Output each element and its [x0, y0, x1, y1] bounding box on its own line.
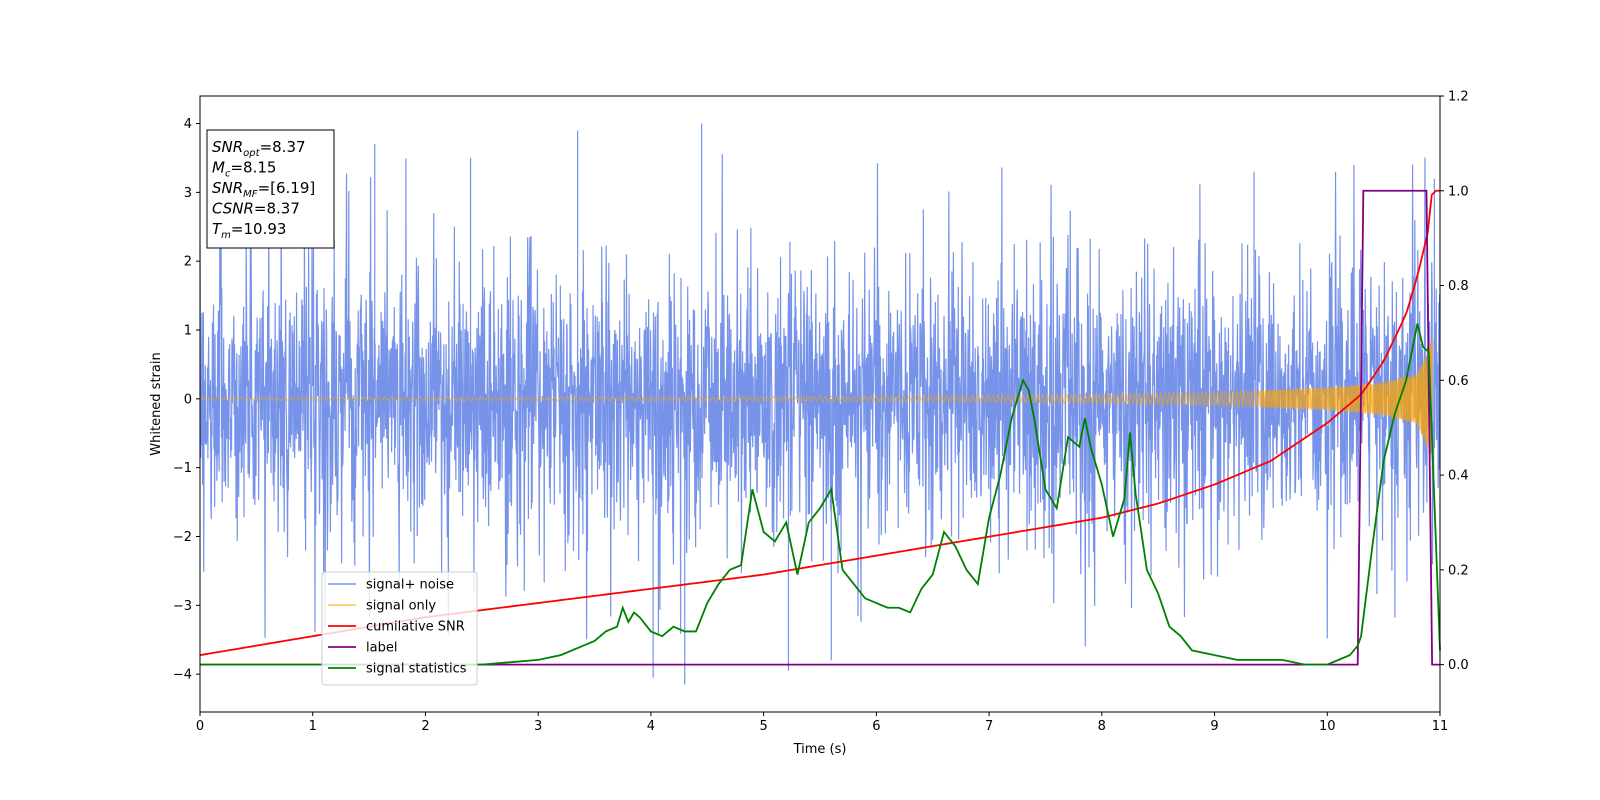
y-tick-label: 3 [184, 186, 192, 201]
x-tick-label: 8 [1098, 719, 1106, 734]
y-tick-label: −3 [173, 599, 192, 614]
annotation-symbol: SNR [212, 179, 243, 197]
annotation-value: =[6.19] [258, 179, 316, 197]
x-tick-label: 1 [309, 719, 317, 734]
annotation-subscript: m [221, 230, 231, 241]
legend-frame [321, 571, 478, 686]
legend-label: cumilative SNR [366, 620, 465, 635]
x-tick-label: 10 [1319, 719, 1336, 734]
x-tick-label: 3 [534, 719, 542, 734]
legend-label: label [366, 641, 397, 656]
annotation-value: =8.15 [230, 159, 276, 177]
annotation-subscript: opt [243, 148, 260, 159]
legend-label: signal+ noise [366, 578, 454, 593]
annotation-symbol: CSNR [212, 200, 254, 218]
series-signal-only-fill [1259, 343, 1433, 455]
y-tick-label: −4 [173, 668, 192, 683]
annotation-line: CSNR=8.37 [212, 200, 300, 218]
x-tick-label: 9 [1210, 719, 1218, 734]
x-axis-label: Time (s) [793, 742, 847, 757]
annotation-subscript: MF [243, 189, 258, 200]
legend-label: signal statistics [366, 662, 467, 677]
series-signal-only [199, 338, 1433, 459]
y-tick-label: −1 [173, 461, 192, 476]
y-tick-label: −2 [173, 530, 192, 545]
annotation-symbol: SNR [212, 138, 243, 156]
y-axis-label: Whitened strain [149, 352, 164, 455]
y-tick-label: 1 [184, 324, 192, 339]
y2-tick-label: 0.0 [1448, 658, 1469, 673]
annotation-subscript: c [225, 169, 231, 180]
y-tick-label: 4 [184, 117, 192, 132]
annotation-symbol: T [212, 220, 223, 238]
x-tick-label: 6 [872, 719, 880, 734]
legend-label: signal only [366, 599, 436, 614]
annotation-line: Tm=10.93 [212, 220, 286, 241]
x-tick-label: 11 [1432, 719, 1449, 734]
annotation-line: SNRopt=8.37 [212, 138, 306, 159]
y2-tick-label: 1.2 [1448, 90, 1469, 105]
annotation-line: SNRMF=[6.19] [212, 179, 315, 200]
y-tick-label: 2 [184, 255, 192, 270]
x-tick-label: 5 [759, 719, 767, 734]
annotation-value: =10.93 [231, 220, 287, 238]
x-tick-label: 4 [647, 719, 655, 734]
y2-tick-label: 1.0 [1448, 184, 1469, 199]
y2-tick-label: 0.6 [1448, 374, 1469, 389]
legend: signal+ noise signal only cumilative SNR la… [321, 571, 478, 686]
axes-frame [199, 95, 1441, 713]
x-tick-label: 2 [421, 719, 429, 734]
y2-tick-label: 0.8 [1448, 279, 1469, 294]
series-label [200, 189, 1440, 666]
series-signal-statistics [200, 323, 1441, 666]
annotation-value: =8.37 [254, 200, 300, 218]
x-tick-label: 0 [196, 719, 204, 734]
annotation-symbol: M [212, 159, 225, 177]
y2-tick-label: 0.2 [1448, 563, 1469, 578]
y-tick-label: 0 [184, 392, 192, 407]
x-tick-label: 7 [985, 719, 993, 734]
annotation-value: =8.37 [260, 138, 306, 156]
annotation-frame [206, 129, 335, 249]
annotation-box: SNRopt=8.37Mc=8.15SNRMF=[6.19]CSNR=8.37T… [206, 129, 335, 249]
annotation-line: Mc=8.15 [212, 159, 276, 180]
y2-tick-label: 0.4 [1448, 469, 1469, 484]
